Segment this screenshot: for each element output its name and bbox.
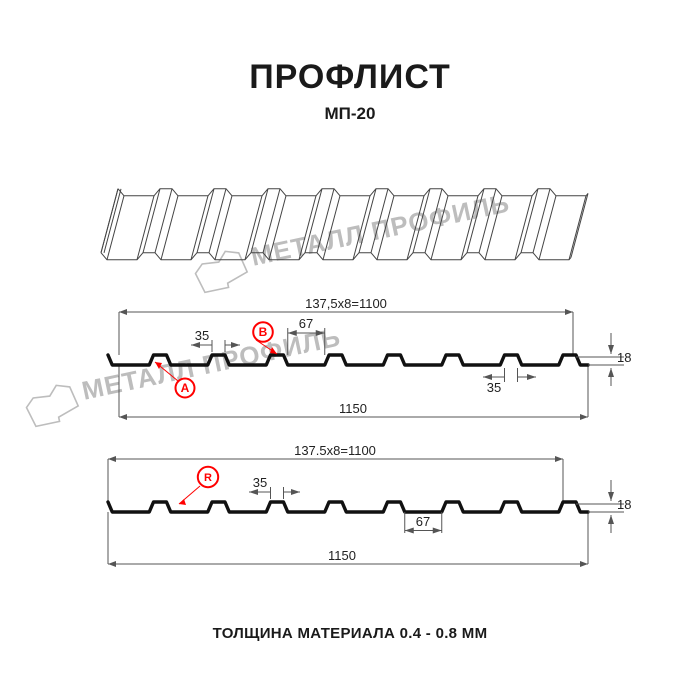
svg-text:B: B <box>259 325 268 339</box>
svg-text:35: 35 <box>195 328 209 343</box>
svg-text:137.5x8=1100: 137.5x8=1100 <box>294 443 376 458</box>
svg-text:18: 18 <box>617 497 631 512</box>
svg-text:1150: 1150 <box>339 401 367 416</box>
svg-text:67: 67 <box>299 316 313 331</box>
svg-text:A: A <box>181 381 190 395</box>
svg-text:67: 67 <box>416 514 430 529</box>
svg-text:137,5x8=1100: 137,5x8=1100 <box>305 296 387 311</box>
svg-text:35: 35 <box>487 380 501 395</box>
svg-text:35: 35 <box>253 475 267 490</box>
svg-text:1150: 1150 <box>328 548 356 563</box>
svg-text:18: 18 <box>617 350 631 365</box>
svg-text:R: R <box>204 472 212 484</box>
